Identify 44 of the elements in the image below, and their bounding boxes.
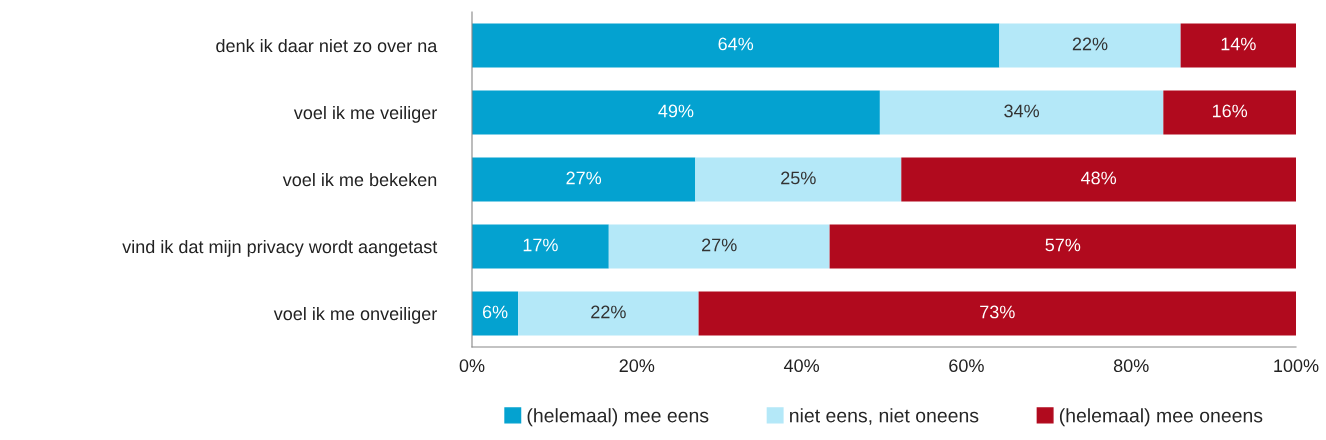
bar [1180, 23, 1296, 68]
legend-label: (helemaal) mee eens [527, 408, 709, 427]
y-tick-label: denk ik daar niet zo over na [216, 38, 438, 53]
y-tick-label: voel ik me onveiliger [273, 306, 437, 324]
y-tick-label: voel ik me veiliger [293, 105, 437, 123]
bar [472, 90, 880, 135]
bar [608, 224, 830, 269]
bar [695, 157, 902, 202]
bar [472, 23, 1000, 68]
x-tick-label: 0% [459, 359, 485, 373]
x-tick-label: 40% [783, 359, 820, 373]
bar [879, 90, 1164, 135]
data-label: 22% [1072, 37, 1108, 51]
data-label: 73% [980, 305, 1015, 319]
x-tick-label: 80% [1113, 359, 1149, 373]
bar [999, 23, 1181, 68]
data-label: 22% [591, 305, 626, 319]
bar [901, 157, 1296, 202]
data-label: 17% [523, 238, 558, 252]
data-label: 48% [1081, 171, 1117, 185]
y-tick-label: vind ik dat mijn privacy wordt aangetast [122, 239, 438, 257]
data-label: 25% [781, 171, 816, 185]
data-label: 57% [1045, 238, 1081, 252]
data-label: 49% [658, 104, 694, 118]
data-label: 64% [718, 37, 754, 51]
data-label: 34% [1004, 104, 1040, 118]
bar [1163, 90, 1296, 135]
data-label: 16% [1212, 104, 1248, 118]
bar [472, 157, 696, 202]
legend-label: niet eens, niet oneens [790, 408, 979, 425]
bar [829, 224, 1296, 269]
data-label: 6% [482, 305, 508, 319]
x-tick-label: 100% [1274, 359, 1319, 373]
x-tick-label: 60% [949, 359, 984, 373]
bar [472, 224, 609, 269]
bar [472, 291, 519, 336]
data-label: 14% [1221, 37, 1256, 51]
legend-label: (helemaal) mee oneens [1059, 408, 1263, 427]
bar [698, 291, 1296, 336]
x-tick-label: 20% [619, 359, 655, 373]
y-tick-label: voel ik me bekeken [282, 172, 437, 187]
data-label: 27% [702, 238, 737, 252]
bar [518, 291, 699, 336]
data-label: 27% [566, 171, 602, 185]
